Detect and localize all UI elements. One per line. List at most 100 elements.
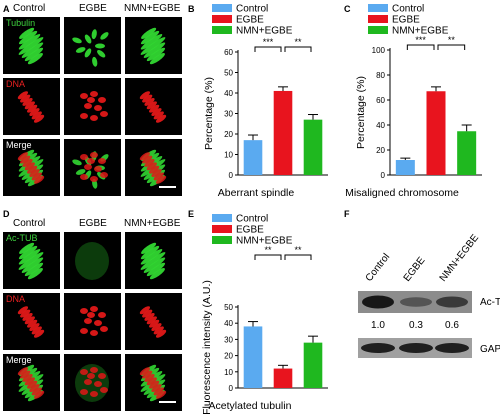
micrograph-tile	[64, 78, 121, 135]
y-tick-label: 80	[376, 71, 385, 80]
specimen	[17, 364, 45, 402]
micrograph-image	[140, 27, 166, 65]
chromosome-mark	[80, 328, 88, 334]
significance-bracket	[406, 44, 435, 50]
chromosome-mark	[94, 105, 102, 111]
chromosome-mark	[33, 390, 45, 399]
y-tick-label: 10	[224, 151, 233, 160]
y-tick-label: 10	[224, 368, 233, 377]
y-axis-label: Percentage (%)	[355, 76, 367, 149]
blot-lane-label: NMN+EGBE	[438, 232, 482, 283]
chromosome-mark	[20, 309, 31, 318]
specimen	[140, 242, 166, 280]
micrograph-image	[139, 306, 167, 338]
chromosome-mark	[151, 108, 162, 117]
chromosome-mark	[151, 384, 162, 393]
micrograph-tile: DNA	[3, 293, 60, 350]
scale-bar	[159, 186, 176, 188]
spindle-mark	[75, 169, 86, 175]
spindle-mark	[84, 48, 92, 58]
legend-swatch	[212, 214, 232, 222]
chromosome-mark	[155, 390, 167, 399]
chromosome-mark	[151, 169, 162, 178]
significance-label: ***	[263, 37, 274, 47]
bar	[303, 119, 323, 175]
significance-bracket	[284, 46, 312, 52]
chromosome-mark	[31, 111, 42, 120]
spindle-mark	[140, 34, 163, 50]
specimen	[18, 242, 44, 280]
specimen	[80, 91, 108, 121]
blot-lane-label: Control	[364, 252, 393, 284]
micrograph-image	[140, 242, 166, 280]
chromosome-mark	[90, 115, 98, 121]
chromosome-mark	[27, 104, 38, 113]
chromosome-mark	[31, 326, 42, 335]
chromosome-mark	[94, 381, 102, 387]
micrograph-image	[80, 306, 108, 336]
chromosome-mark	[153, 387, 164, 396]
chromosome-mark	[139, 367, 151, 376]
spindle-mark	[141, 242, 157, 254]
chromosome-mark	[142, 370, 153, 379]
blot-band	[362, 295, 394, 309]
bar	[273, 368, 293, 388]
legend-swatch	[212, 15, 232, 23]
micrograph-image	[75, 242, 109, 280]
panel-d-header-egbe: EGBE	[79, 218, 107, 229]
spindle-mark	[140, 249, 163, 265]
specimen	[18, 27, 44, 65]
chromosome-mark	[144, 97, 155, 106]
chromosome-mark	[33, 329, 45, 338]
chromosome-mark	[80, 113, 88, 119]
chromosome-mark	[31, 387, 42, 396]
legend-swatch	[212, 4, 232, 12]
legend-swatch	[212, 26, 232, 34]
legend-label: EGBE	[392, 15, 420, 26]
spindle-mark	[72, 37, 82, 44]
chromosome-mark	[98, 158, 106, 164]
spindle-mark	[75, 242, 109, 280]
blot-band	[399, 343, 433, 353]
chromosome-mark	[20, 155, 31, 164]
blot-band	[361, 343, 395, 353]
specimen	[139, 306, 167, 338]
spindle-mark	[149, 53, 165, 65]
channel-label: Merge	[6, 355, 32, 365]
channel-label: Merge	[6, 140, 32, 150]
chromosome-mark	[90, 176, 98, 182]
chromosome-mark	[90, 367, 98, 373]
chromosome-mark	[80, 389, 88, 395]
chromosome-mark	[149, 104, 160, 113]
significance-label: **	[294, 245, 302, 255]
micrograph-tile	[64, 232, 121, 289]
spindle-mark	[97, 49, 106, 58]
micrograph-image	[18, 27, 44, 65]
spindle-mark	[24, 47, 44, 62]
significance-label: ***	[415, 35, 426, 45]
chromosome-mark	[153, 172, 164, 181]
chromosome-mark	[27, 319, 38, 328]
specimen	[139, 91, 167, 123]
legend-label: Control	[236, 214, 268, 225]
chromosome-mark	[80, 308, 88, 314]
micrograph-tile	[64, 293, 121, 350]
chromosome-mark	[146, 101, 157, 110]
blot-ratio: 0.3	[409, 320, 423, 331]
chromosome-mark	[27, 165, 38, 174]
chromosome-mark	[144, 158, 155, 167]
chromosome-mark	[80, 174, 88, 180]
micrograph-tile: Ac-TUB	[3, 232, 60, 289]
spindle-mark	[18, 252, 44, 270]
micrograph-tile	[64, 354, 121, 411]
micrograph-image	[18, 242, 44, 280]
chromosome-mark	[155, 175, 167, 184]
panel-letter-c: C	[344, 4, 351, 14]
spindle-mark	[92, 56, 98, 67]
y-tick-label: 50	[224, 69, 233, 78]
western-blot-panel: Control EGBE NMN+EGBE Ac-TUB 1.0 0.3 0.6 GAPDH	[340, 212, 501, 412]
micrograph-image	[17, 149, 45, 187]
spindle-mark	[149, 268, 165, 280]
micrograph-image	[139, 91, 167, 123]
